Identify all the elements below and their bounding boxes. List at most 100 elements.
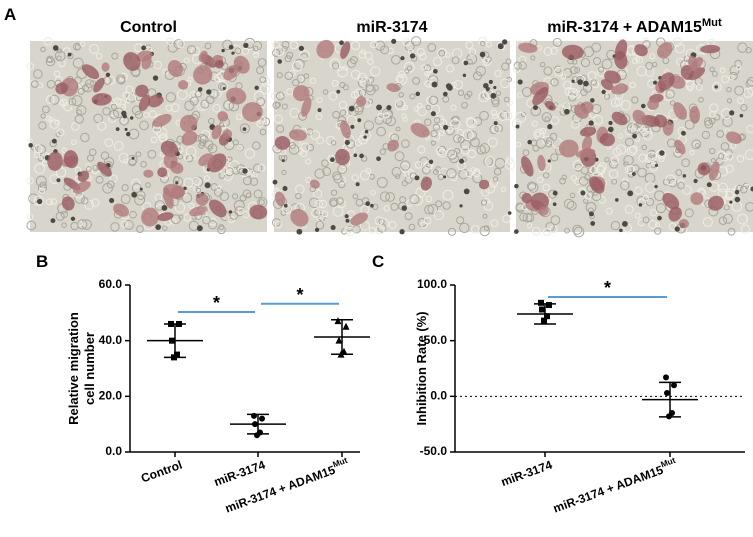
cell-bg [451,56,460,65]
cell-bg [453,79,463,90]
cell-bg [340,228,348,235]
cell-bg [374,216,384,226]
pore [577,79,584,86]
pore [459,204,463,208]
stained-cell [274,135,291,150]
cell-bg [572,224,583,235]
cell-bg [252,163,263,173]
cell-bg [563,198,575,210]
cell-bg [135,151,142,158]
cell-bg [358,134,368,145]
cell-bg [184,100,195,111]
cell-bg [145,182,151,188]
cell-bg [631,96,639,104]
cell-bg [459,222,470,234]
cell-bg [241,47,250,56]
cell-bg [116,74,126,84]
stained-cell [690,56,704,71]
cell-bg [438,49,446,57]
cell-bg [339,109,347,117]
pore [206,89,212,95]
cell-bg [421,165,431,175]
cell-bg [432,169,439,175]
cell-bg [489,124,499,135]
pore [298,45,304,51]
cell-bg [276,72,283,79]
cell-bg [40,46,46,53]
cell-bg [442,201,451,210]
image-title-main: Control [120,19,177,36]
pore [547,124,553,130]
cell-bg [684,208,694,218]
cell-bg [457,89,465,97]
pore [28,143,33,148]
cell-bg [83,83,93,93]
cell-bg [435,200,443,208]
cell-bg [567,87,579,99]
cell-bg [234,47,242,55]
pore [204,182,211,189]
cell-bg [621,178,629,185]
cell-bg [552,37,562,47]
cell-bg [350,56,358,64]
cell-bg [709,147,716,155]
pore [152,75,159,81]
cell-bg [637,167,647,178]
cell-bg [543,46,553,56]
cell-bg [159,151,165,158]
cell-bg [574,67,581,74]
cell-bg [631,57,638,65]
cell-bg [684,119,695,130]
pore [386,104,392,111]
pore [414,175,420,181]
cell-bg [346,58,357,68]
cell-bg [623,155,634,166]
micrographs [26,36,753,238]
cell-bg [102,107,111,116]
pore [734,189,740,195]
cell-bg [229,211,239,220]
cell-bg [407,170,416,178]
cell-bg [242,189,252,199]
pore [627,190,634,197]
pore [590,98,595,103]
cell-bg [656,149,667,160]
cell-bg [722,213,733,224]
cell-bg [120,220,128,228]
cell-bg [50,198,57,205]
cell-bg [231,193,239,200]
cell-bg [625,127,633,136]
pore [282,185,288,192]
stained-cell [157,167,168,178]
cell-bg [239,123,250,134]
pore [571,79,575,83]
cell-bg [727,227,736,236]
cell-bg [401,180,408,187]
pore [552,190,558,196]
cell-bg [736,184,743,192]
pore [488,79,493,85]
cell-bg [233,200,245,211]
cell-bg [204,42,212,50]
cell-bg [214,90,222,98]
pore [674,226,680,232]
cell-bg [554,65,562,74]
pore [463,188,470,195]
cell-bg [717,188,728,199]
cell-bg [394,151,405,162]
data-point [663,374,669,381]
cell-bg [329,197,339,207]
pore [607,126,614,133]
cell-bg [170,103,180,113]
cell-bg [669,100,676,106]
cell-bg [677,181,685,190]
pore [339,40,344,46]
data-point [546,302,552,309]
data-point [259,415,265,422]
pore [409,53,416,59]
cell-bg [531,226,541,236]
cell-bg [549,132,558,141]
cell-bg [310,130,321,141]
cell-bg [701,130,711,140]
pore [242,127,247,132]
